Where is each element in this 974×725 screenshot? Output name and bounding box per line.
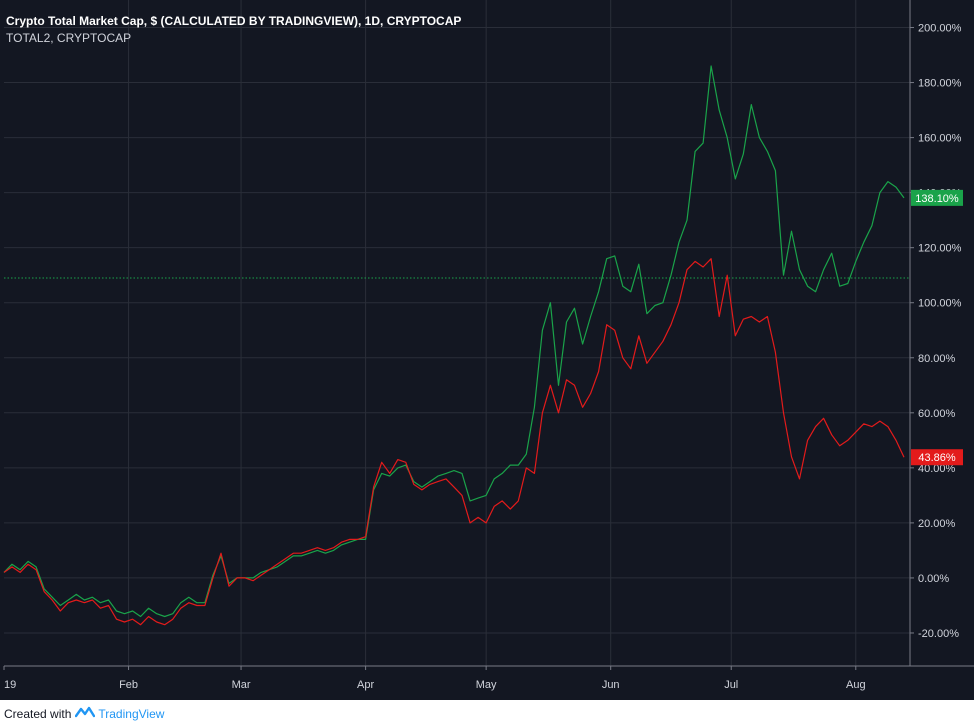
series-lines [3,65,910,626]
y-tick-label: 0.00% [918,573,949,585]
y-tick-label: 60.00% [918,408,956,420]
x-tick-label: Feb [119,679,138,691]
last-value-label: 43.86% [918,452,956,464]
grid-lines [4,0,910,666]
y-tick-label: 180.00% [918,78,962,90]
x-tick-label: Jun [602,679,620,691]
x-tick-label: Jul [724,679,738,691]
tradingview-logo-icon[interactable] [75,706,96,721]
footer: Created with TradingView [4,706,164,721]
x-tick-label: 19 [4,679,16,691]
last-value-badge [911,189,963,206]
y-tick-label: 40.00% [918,463,956,475]
x-tick-label: Mar [232,679,251,691]
tradingview-link[interactable]: TradingView [98,706,165,721]
y-tick-label: 200.00% [918,23,962,35]
y-tick-label: 20.00% [918,518,956,530]
x-tick-label: Apr [357,679,374,691]
y-tick-label: 100.00% [918,298,962,310]
chart-subtitle: TOTAL2, CRYPTOCAP [6,31,132,45]
last-value-label: 138.10% [915,193,959,205]
x-tick-label: May [476,679,497,691]
created-with-text: Created with [4,706,72,721]
last-value-labels: 138.10% 43.86% [911,189,963,466]
price-chart[interactable]: 200.00%180.00%160.00%140.00%120.00%100.0… [0,0,974,700]
series-line-total[interactable] [3,65,905,618]
y-tick-label: 160.00% [918,133,962,145]
chart-title: Crypto Total Market Cap, $ (CALCULATED B… [6,14,462,28]
series-line-total2[interactable] [3,258,905,626]
y-tick-label: -20.00% [918,628,959,640]
x-tick-label: Aug [846,679,866,691]
y-tick-label: 80.00% [918,353,956,365]
last-value-badge [911,449,963,466]
chart-panel[interactable]: 200.00%180.00%160.00%140.00%120.00%100.0… [0,0,974,700]
y-tick-label: 120.00% [918,243,962,255]
axes: 200.00%180.00%160.00%140.00%120.00%100.0… [3,0,974,691]
